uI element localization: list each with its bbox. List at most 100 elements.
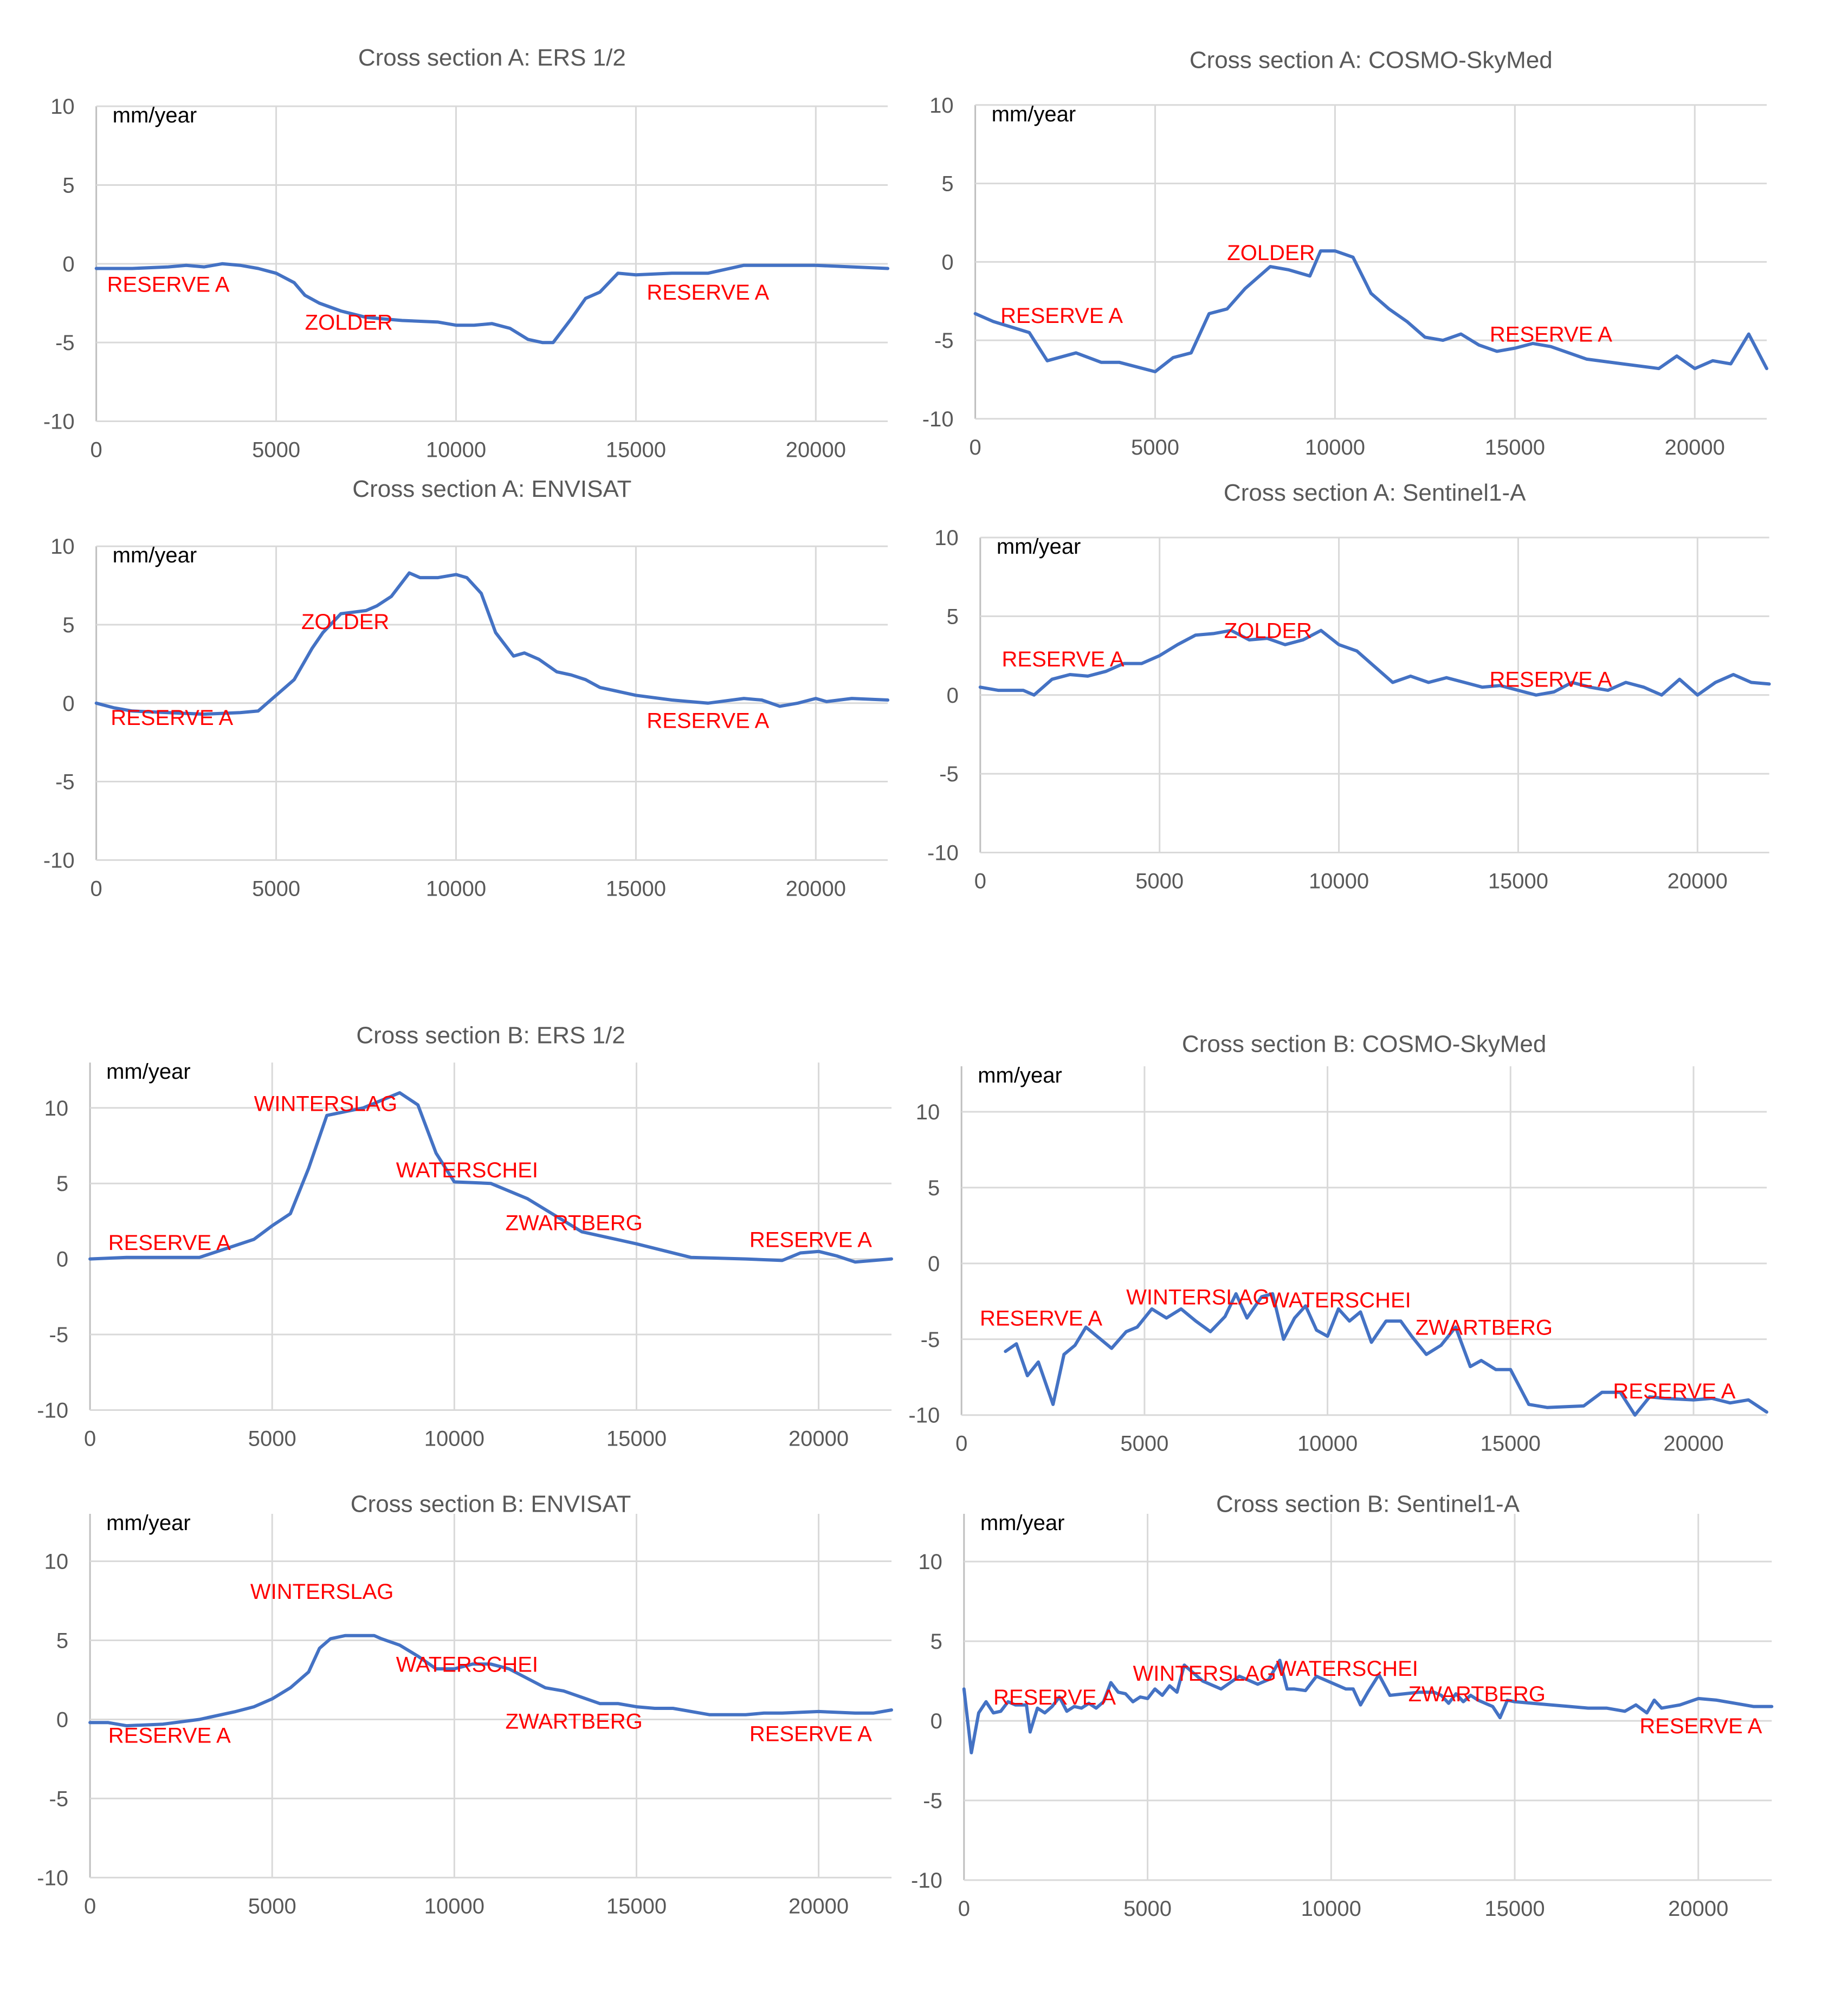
y-tick-label: -10 bbox=[908, 1404, 940, 1428]
x-tick-label: 20000 bbox=[786, 438, 846, 462]
y-tick-label: -10 bbox=[43, 410, 75, 434]
x-tick-label: 20000 bbox=[1668, 869, 1728, 893]
x-tick-label: 20000 bbox=[1663, 1432, 1723, 1456]
x-tick-label: 0 bbox=[84, 1427, 96, 1450]
y-tick-label: 10 bbox=[934, 526, 959, 550]
annotation-label: ZWARTBERG bbox=[505, 1709, 642, 1733]
y-tick-label: -5 bbox=[939, 762, 959, 786]
x-tick-label: 10000 bbox=[1305, 436, 1365, 459]
y-tick-label: 5 bbox=[62, 613, 74, 637]
y-tick-label: 5 bbox=[941, 172, 953, 196]
unit-label: mm/year bbox=[113, 103, 197, 127]
chart-title: Cross section B: Sentinel1-A bbox=[1216, 1491, 1520, 1518]
y-tick-label: 10 bbox=[929, 94, 954, 118]
x-tick-label: 10000 bbox=[424, 1427, 484, 1450]
y-tick-label: -5 bbox=[934, 329, 954, 353]
series-line bbox=[973, 249, 1768, 373]
y-tick-label: -5 bbox=[49, 1787, 69, 1811]
y-tick-label: 0 bbox=[931, 1709, 942, 1733]
annotation-label: RESERVE A bbox=[980, 1307, 1102, 1331]
annotation-label: WATERSCHEI bbox=[1276, 1657, 1418, 1681]
x-tick-label: 5000 bbox=[252, 877, 300, 900]
chart-panel: Cross section A: Sentinel1-A 0 5000 10000 15… bbox=[927, 480, 1771, 893]
x-tick-label: 20000 bbox=[789, 1427, 849, 1450]
chart-title: Cross section A: Sentinel1-A bbox=[1224, 480, 1526, 506]
x-tick-label: 5000 bbox=[1131, 436, 1179, 459]
chart-title: Cross section A: COSMO-SkyMed bbox=[1190, 47, 1553, 74]
chart-title: Cross section A: ERS 1/2 bbox=[358, 44, 626, 71]
series-line bbox=[978, 629, 1771, 697]
y-tick-label: 0 bbox=[62, 252, 74, 276]
y-tick-label: 5 bbox=[947, 605, 959, 629]
y-tick-label: -5 bbox=[923, 1789, 942, 1813]
annotation-label: RESERVE A bbox=[993, 1686, 1116, 1709]
annotation-label: WINTERSLAG bbox=[1133, 1662, 1276, 1686]
y-tick-label: 0 bbox=[947, 684, 959, 708]
annotation-label: RESERVE A bbox=[108, 1724, 231, 1748]
annotation-label: WINTERSLAG bbox=[1126, 1285, 1269, 1309]
annotation-label: WINTERSLAG bbox=[254, 1092, 397, 1116]
y-tick-label: -5 bbox=[49, 1323, 69, 1347]
y-tick-label: 10 bbox=[916, 1100, 940, 1124]
y-tick-label: 5 bbox=[931, 1630, 942, 1654]
annotation-label: RESERVE A bbox=[1002, 647, 1125, 671]
y-tick-label: -10 bbox=[922, 407, 954, 431]
annotation-label: RESERVE A bbox=[647, 709, 769, 733]
y-tick-label: 5 bbox=[62, 173, 74, 197]
annotation-label: ZWARTBERG bbox=[1416, 1316, 1553, 1339]
series-line bbox=[1004, 1292, 1768, 1417]
y-tick-label: 5 bbox=[56, 1172, 68, 1196]
x-tick-label: 5000 bbox=[252, 438, 300, 462]
series-line bbox=[962, 1658, 1774, 1754]
x-tick-label: 0 bbox=[958, 1897, 970, 1921]
annotation-label: ZWARTBERG bbox=[1408, 1682, 1546, 1706]
annotation-label: ZWARTBERG bbox=[505, 1211, 642, 1235]
annotation-label: ZOLDER bbox=[1227, 241, 1315, 265]
y-tick-label: 0 bbox=[941, 250, 953, 274]
y-tick-label: 0 bbox=[928, 1252, 940, 1276]
x-tick-label: 10000 bbox=[1301, 1897, 1361, 1921]
unit-label: mm/year bbox=[980, 1511, 1065, 1535]
y-tick-label: 5 bbox=[56, 1629, 68, 1653]
unit-label: mm/year bbox=[997, 535, 1081, 559]
unit-label: mm/year bbox=[106, 1060, 191, 1084]
y-tick-label: -10 bbox=[927, 841, 959, 865]
annotation-label: ZOLDER bbox=[301, 610, 389, 634]
annotation-label: WATERSCHEI bbox=[396, 1158, 538, 1182]
annotation-label: WINTERSLAG bbox=[250, 1580, 393, 1604]
unit-label: mm/year bbox=[106, 1511, 191, 1535]
x-tick-label: 0 bbox=[969, 436, 981, 459]
x-tick-label: 15000 bbox=[1485, 436, 1545, 459]
y-tick-label: -5 bbox=[921, 1328, 940, 1352]
y-tick-label: 5 bbox=[928, 1176, 940, 1200]
y-tick-label: 0 bbox=[56, 1248, 68, 1272]
chart-panel: Cross section B: COSMO-SkyMed 0 5000 10000 1… bbox=[908, 1031, 1768, 1456]
x-tick-label: 0 bbox=[955, 1432, 967, 1456]
x-tick-label: 15000 bbox=[1481, 1432, 1541, 1456]
y-tick-label: -10 bbox=[911, 1869, 942, 1893]
y-tick-label: -10 bbox=[37, 1866, 68, 1890]
series-line bbox=[94, 571, 890, 716]
chart-title: Cross section B: COSMO-SkyMed bbox=[1182, 1031, 1546, 1057]
x-tick-label: 20000 bbox=[786, 877, 846, 900]
unit-label: mm/year bbox=[113, 543, 197, 567]
annotation-label: WATERSCHEI bbox=[1269, 1288, 1411, 1312]
y-tick-label: 10 bbox=[918, 1550, 942, 1574]
x-tick-label: 15000 bbox=[1488, 869, 1548, 893]
annotation-label: RESERVE A bbox=[111, 706, 233, 730]
y-tick-label: -10 bbox=[43, 848, 75, 872]
chart-panel: Cross section A: ERS 1/2 0 5000 10000 15000 2… bbox=[43, 44, 890, 462]
x-tick-label: 20000 bbox=[1668, 1897, 1728, 1921]
x-tick-label: 0 bbox=[91, 438, 102, 462]
x-tick-label: 20000 bbox=[1665, 436, 1725, 459]
y-tick-label: 10 bbox=[50, 95, 75, 119]
x-tick-label: 10000 bbox=[426, 877, 486, 900]
x-tick-label: 5000 bbox=[1135, 869, 1184, 893]
annotation-label: RESERVE A bbox=[1000, 304, 1123, 328]
x-tick-label: 5000 bbox=[248, 1894, 296, 1918]
chart-panel: Cross section B: ERS 1/2 0 5000 10000 15000 2… bbox=[37, 1022, 893, 1450]
series-line bbox=[88, 1091, 893, 1264]
y-tick-label: 0 bbox=[62, 692, 74, 716]
annotation-label: ZOLDER bbox=[305, 310, 393, 334]
x-tick-label: 5000 bbox=[1123, 1897, 1172, 1921]
